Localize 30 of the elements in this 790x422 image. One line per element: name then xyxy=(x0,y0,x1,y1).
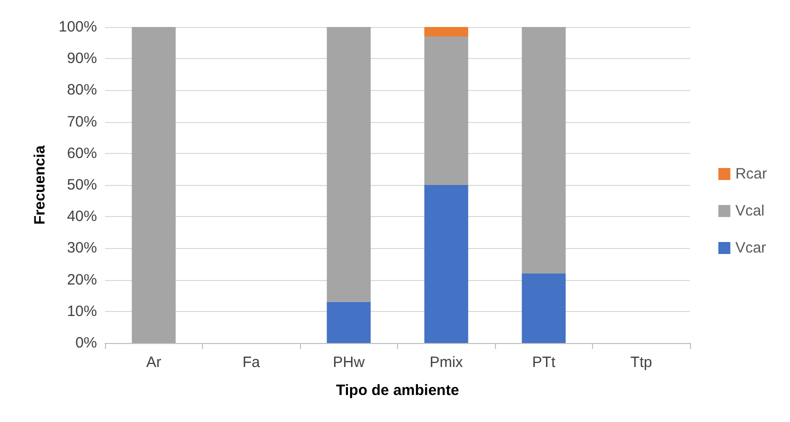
y-tick-label: 80% xyxy=(66,82,97,99)
bar xyxy=(522,273,566,343)
bar xyxy=(326,302,371,343)
bar xyxy=(424,27,468,36)
x-tick-label: Fa xyxy=(242,354,261,371)
legend-label: Vcal xyxy=(735,202,765,220)
bar xyxy=(326,27,371,302)
y-tick-label: 40% xyxy=(66,208,97,226)
bar xyxy=(424,185,468,343)
x-tick-label: Ttp xyxy=(630,354,652,371)
y-tick-label: 20% xyxy=(66,271,97,288)
y-tick-label: 90% xyxy=(66,50,97,68)
x-tick-label: PHw xyxy=(332,354,365,371)
y-tick-label: 10% xyxy=(66,302,97,320)
y-tick-label: 50% xyxy=(66,176,97,194)
bar xyxy=(424,36,468,185)
y-axis-title: Frecuencia xyxy=(32,144,49,225)
legend-label: Rcar xyxy=(735,166,768,182)
bar xyxy=(132,27,176,343)
legend-label: Vcar xyxy=(735,240,766,256)
y-tick-label: 100% xyxy=(58,18,97,36)
x-axis-title: Tipo de ambiente xyxy=(336,382,460,399)
x-tick-label: PTt xyxy=(532,354,556,371)
y-tick-label: 70% xyxy=(66,113,97,130)
x-tick-label: Pmix xyxy=(430,354,464,371)
y-tick-label: 0% xyxy=(75,334,97,352)
x-tick-label: Ar xyxy=(146,354,162,371)
y-tick-label: 30% xyxy=(66,240,97,257)
bar xyxy=(522,27,566,274)
y-tick-label: 60% xyxy=(66,144,97,162)
